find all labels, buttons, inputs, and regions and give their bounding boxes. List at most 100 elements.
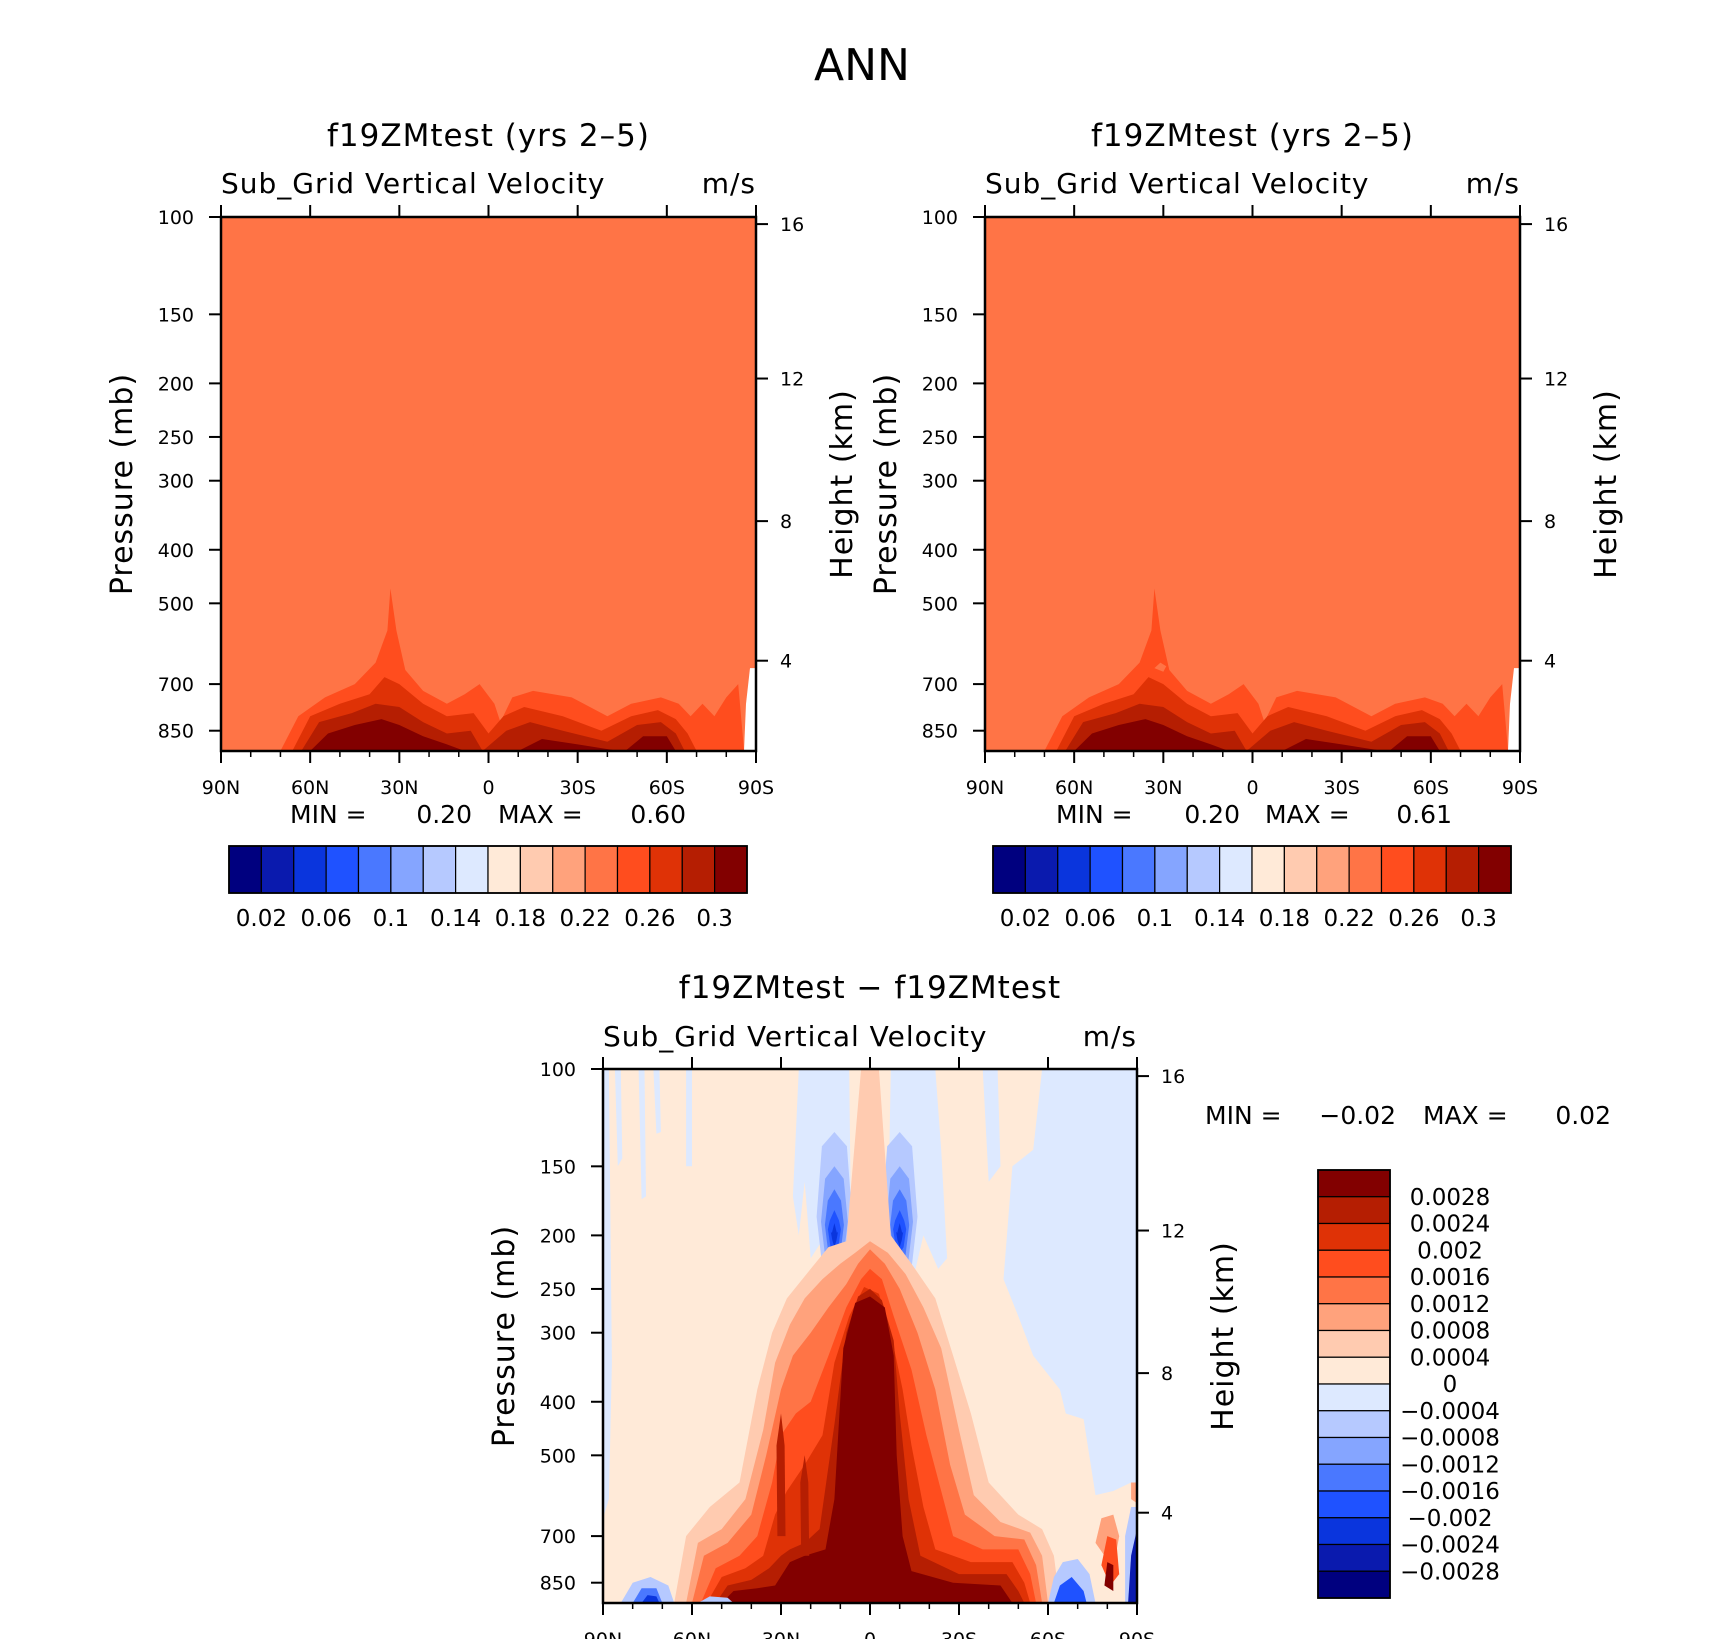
y-right-tick-label: 4: [780, 651, 792, 673]
field-contour-negative: [653, 1069, 661, 1134]
panel-units: m/s: [1083, 1020, 1137, 1053]
field-contour-level: [1282, 739, 1384, 751]
y-tick-label: 500: [540, 1445, 576, 1467]
y-tick-label: 500: [922, 593, 958, 615]
x-tick-label: 0: [1246, 777, 1258, 799]
missing-data-wedge: [1508, 668, 1520, 751]
colorbar-swatch: [293, 845, 327, 894]
y-tick-label: 100: [158, 207, 194, 229]
colorbar-swatch: [1219, 845, 1253, 894]
field-corner: [221, 745, 269, 751]
colorbar-label: −0.0008: [1400, 1426, 1500, 1452]
colorbar-swatch: [1317, 1356, 1391, 1385]
colorbar-swatch: [1348, 845, 1383, 894]
colorbar-swatch: [1251, 845, 1285, 894]
y-tick-label: 100: [922, 207, 958, 229]
colorbar-swatch: [487, 845, 521, 894]
colorbar-label: 0.3: [696, 906, 733, 932]
panel-variable: Sub_Grid Vertical Velocity: [985, 167, 1370, 200]
field-contour-negative-low: [641, 1595, 660, 1603]
y-right-tick-label: 16: [780, 214, 804, 236]
panel-title: f19ZMtest − f19ZMtest: [679, 970, 1061, 1006]
field-contour-blob: [1228, 364, 1244, 447]
y-right-tick-label: 12: [780, 369, 804, 391]
colorbar-label: 0.3: [1460, 906, 1497, 932]
x-tick-label: 90N: [202, 777, 240, 799]
y-tick-label: 300: [922, 471, 958, 493]
colorbar-swatch: [1478, 845, 1512, 894]
colorbar-swatch: [1317, 1463, 1391, 1492]
field-contour-positive-low: [1101, 1536, 1120, 1586]
colorbar-label: 0.26: [1388, 906, 1439, 932]
colorbar-swatch: [616, 845, 651, 894]
colorbars: 0.02 0.06 0.1 0.14 0.18 0.22 0.26 0.3 0.02 0.06 0.…: [228, 845, 1512, 1599]
y-right-tick-label: 12: [1544, 369, 1568, 391]
colorbar-swatch: [1283, 845, 1318, 894]
y-tick-label: 200: [922, 373, 958, 395]
colorbar-swatch: [1317, 1276, 1391, 1305]
min-value: 0.20: [1184, 800, 1240, 829]
colorbar-swatch: [1121, 845, 1156, 894]
field-contour-streak: [776, 1413, 786, 1537]
figure-title: ANN: [814, 40, 910, 91]
y-tick-label: 150: [540, 1156, 576, 1178]
x-tick-label: 30N: [762, 1629, 800, 1639]
colorbar-frame: [1317, 1169, 1391, 1599]
field-contour-negative-low: [1053, 1577, 1087, 1603]
field-corner: [985, 745, 1033, 751]
y-tick-label: 400: [540, 1392, 576, 1414]
y-tick-label: 400: [158, 540, 194, 562]
y-right-tick-label: 16: [1544, 214, 1568, 236]
x-tick-label: 90N: [966, 777, 1004, 799]
field-contour-positive: [721, 1296, 1013, 1603]
panel-p1: 90N 60N 30N 0 30S 60S 90S 100 150 200 250 300 400 500…: [105, 118, 860, 829]
panel-p3: 90N 60N 30N 0 30S 60S 90S 100 150 200 250 300 400 500…: [487, 970, 1611, 1639]
min-value: 0.20: [416, 800, 472, 829]
field-contour-level: [518, 739, 620, 751]
field-background: [985, 217, 1520, 751]
y-axis-label: Pressure (mb): [869, 373, 904, 595]
field-contour-level: [1086, 736, 1194, 751]
x-tick-label: 60S: [649, 777, 685, 799]
colorbar-p1: 0.02 0.06 0.1 0.14 0.18 0.22 0.26 0.3: [228, 845, 748, 932]
colorbar-p3: 0.00280.00240.0020.00160.00120.00080.000…: [1317, 1169, 1500, 1599]
colorbar-label: 0.002: [1417, 1238, 1483, 1264]
colorbar-swatch: [455, 845, 489, 894]
colorbar-label: 0.0004: [1410, 1345, 1490, 1371]
colorbar-swatch: [714, 845, 748, 894]
colorbar-swatch: [325, 845, 360, 894]
y-tick-label: 300: [158, 471, 194, 493]
colorbar-label: −0.0024: [1400, 1533, 1500, 1559]
field-contour-blob: [464, 364, 480, 447]
colorbar-swatch: [1317, 1490, 1391, 1519]
x-tick-label: 90S: [1119, 1629, 1155, 1639]
x-tick-label: 60N: [673, 1629, 711, 1639]
field-background: [221, 217, 756, 751]
y-tick-label: 100: [540, 1059, 576, 1081]
field-contour-negative-low: [697, 1596, 734, 1603]
colorbar-swatch: [1057, 845, 1091, 894]
colorbar-label: −0.0016: [1400, 1479, 1500, 1505]
colorbar-swatch: [1317, 1303, 1391, 1332]
colorbar-label: −0.0004: [1400, 1399, 1500, 1425]
y-right-tick-label: 8: [1544, 511, 1556, 533]
y-tick-label: 200: [158, 373, 194, 395]
field-contour-negative: [603, 1069, 612, 1519]
colorbar-swatch: [357, 845, 392, 894]
colorbar-label: 0.1: [373, 906, 410, 932]
y-axis-label-right: Height (km): [825, 389, 860, 579]
colorbar-label: 0.02: [1000, 906, 1051, 932]
colorbar-swatch: [1317, 1517, 1391, 1546]
colorbar-label: 0.0028: [1410, 1185, 1490, 1211]
colorbar-swatch: [681, 845, 716, 894]
x-tick-label: 30S: [560, 777, 596, 799]
y-tick-label: 700: [922, 674, 958, 696]
colorbar-label: −0.0012: [1400, 1452, 1500, 1478]
y-tick-label: 250: [922, 427, 958, 449]
colorbar-swatch: [1024, 845, 1059, 894]
max-value: 0.61: [1396, 800, 1452, 829]
panel-title: f19ZMtest (yrs 2–5): [1091, 118, 1414, 154]
x-tick-label: 60N: [1055, 777, 1093, 799]
colorbar-label: 0.0012: [1410, 1292, 1490, 1318]
colorbar-swatch: [228, 845, 262, 894]
